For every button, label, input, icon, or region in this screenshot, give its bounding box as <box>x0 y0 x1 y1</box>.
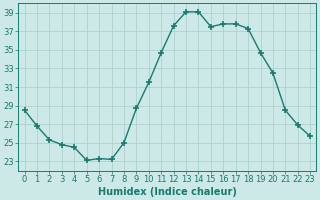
X-axis label: Humidex (Indice chaleur): Humidex (Indice chaleur) <box>98 187 237 197</box>
